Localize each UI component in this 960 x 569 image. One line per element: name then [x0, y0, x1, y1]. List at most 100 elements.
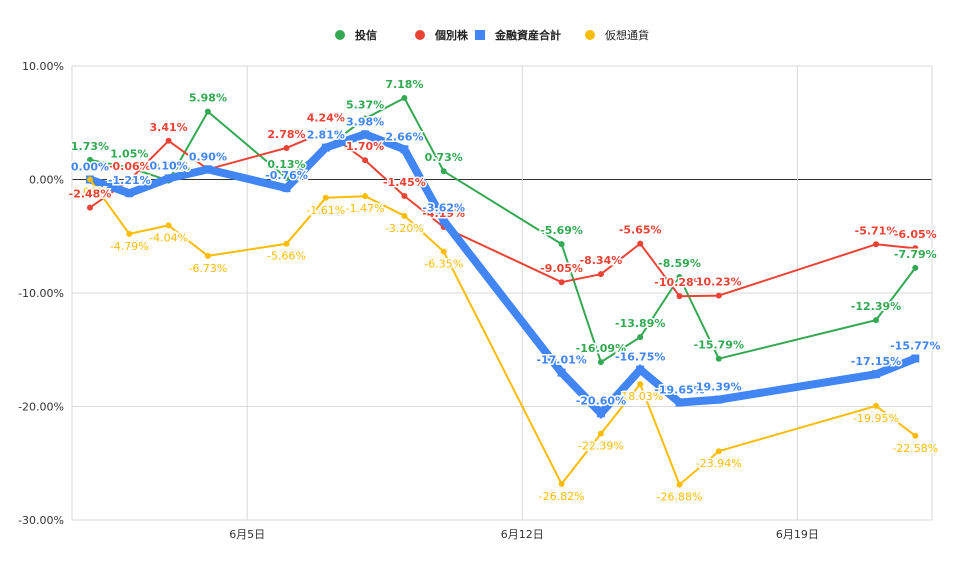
data-point	[126, 231, 132, 237]
data-label: -5.71%	[855, 224, 898, 237]
data-labels: 0.00%-4.79%-4.04%-6.73%-5.66%-1.61% -1.47…	[69, 78, 941, 504]
data-label: -26.88%	[657, 491, 703, 504]
y-tick-label: -10.00%	[18, 287, 64, 300]
data-label: 2.66%	[385, 130, 423, 143]
data-label: -4.79%	[110, 240, 149, 253]
data-label: -19.95%	[853, 412, 899, 425]
data-point	[204, 165, 212, 173]
data-label: 0.00%	[71, 161, 109, 174]
data-label: 2.78%	[267, 128, 305, 141]
y-tick-label: 0.00%	[29, 174, 64, 187]
legend-swatch	[475, 30, 485, 40]
legend-label: 仮想通貨	[605, 28, 649, 42]
data-point	[911, 354, 919, 362]
data-point	[322, 144, 330, 152]
data-label: 4.24%	[307, 111, 345, 124]
y-axis: 10.00% 0.00% -10.00% -20.00% -30.00%	[18, 60, 64, 527]
data-point	[362, 157, 368, 163]
legend-swatch	[585, 30, 595, 40]
data-label: -6.35%	[424, 258, 463, 271]
series-line-3	[90, 180, 915, 485]
data-point	[284, 241, 290, 247]
data-point	[558, 369, 566, 377]
data-label: -20.60%	[576, 394, 626, 407]
data-point	[873, 403, 879, 409]
data-point	[205, 109, 211, 115]
data-point	[401, 95, 407, 101]
data-point	[441, 249, 447, 255]
data-point	[716, 448, 722, 454]
data-label: -9.05%	[540, 262, 583, 275]
data-label: -26.82%	[539, 490, 585, 503]
data-label: 5.98%	[189, 92, 227, 105]
legend-swatch	[335, 30, 345, 40]
data-point	[873, 241, 879, 247]
data-label: -15.79%	[694, 339, 744, 352]
data-label: 10.23%	[696, 276, 742, 289]
data-label: -1.61%	[306, 204, 345, 217]
data-point	[873, 317, 879, 323]
data-label: 3.41%	[150, 121, 188, 134]
data-point	[716, 293, 722, 299]
data-point	[323, 195, 329, 201]
data-label: -15.77%	[890, 339, 940, 352]
legend-label: 投信	[355, 28, 377, 42]
data-point	[362, 193, 368, 199]
data-point	[205, 253, 211, 259]
data-point	[676, 399, 684, 407]
data-point	[597, 409, 605, 417]
y-tick-label: -20.00%	[18, 401, 64, 414]
data-label: -8.34%	[580, 254, 623, 267]
data-label: -2.48%	[69, 188, 112, 201]
data-label: -0.06%	[108, 160, 151, 173]
data-label: -7.79%	[894, 248, 937, 261]
x-tick-label: 6月19日	[776, 528, 819, 541]
x-tick-label: 6月5日	[229, 528, 265, 541]
data-label: -22.39%	[578, 440, 624, 453]
data-label: -0.76%	[265, 169, 308, 182]
x-tick-label: 6月12日	[501, 528, 544, 541]
data-label: 19.39%	[696, 381, 742, 394]
data-point	[559, 481, 565, 487]
data-label: -1.45%	[383, 176, 426, 189]
data-label: 0.73%	[425, 151, 463, 164]
data-label: -8.59%	[658, 257, 701, 270]
data-label: -13.89%	[615, 317, 665, 330]
series-line-0	[90, 98, 915, 362]
data-label: 1.05%	[110, 148, 148, 161]
data-label: 0.10%	[150, 159, 188, 172]
data-point	[637, 241, 643, 247]
legend: 投信 個別株 金融資産合計 仮想通貨	[335, 28, 649, 42]
data-point	[636, 366, 644, 374]
data-point	[401, 213, 407, 219]
data-label: -6.73%	[188, 262, 227, 275]
data-point	[677, 293, 683, 299]
legend-swatch	[415, 30, 425, 40]
data-point	[637, 381, 643, 387]
data-label: -5.69%	[540, 224, 583, 237]
data-point	[361, 130, 369, 138]
data-point	[598, 271, 604, 277]
data-point	[598, 359, 604, 365]
data-label: -4.04%	[149, 231, 188, 244]
data-point	[441, 168, 447, 174]
y-tick-label: 10.00%	[22, 60, 64, 73]
data-label: -12.39%	[851, 300, 901, 313]
data-label: -23.94%	[696, 457, 742, 470]
legend-label: 金融資産合計	[494, 28, 561, 42]
data-label: -16.75%	[615, 351, 665, 364]
data-label: -3.62%	[422, 202, 465, 215]
data-point	[401, 193, 407, 199]
data-point	[872, 370, 880, 378]
data-point	[87, 205, 93, 211]
data-label: -17.15%	[851, 355, 901, 368]
data-point	[912, 433, 918, 439]
data-label: 7.18%	[385, 78, 423, 91]
data-point	[716, 356, 722, 362]
data-point	[715, 396, 723, 404]
data-point	[598, 431, 604, 437]
data-label: 1.70%	[346, 140, 384, 153]
data-label: 2.81%	[307, 129, 345, 142]
